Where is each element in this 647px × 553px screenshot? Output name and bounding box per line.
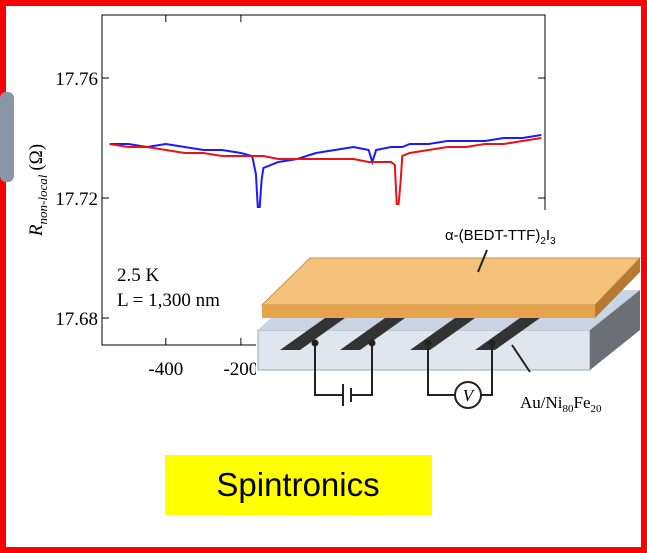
label-subscript: 3	[550, 236, 556, 247]
label-part: I	[546, 227, 550, 244]
label-subscript: 20	[591, 403, 603, 415]
edge-icon	[0, 92, 14, 182]
electrode	[280, 318, 345, 350]
data-line	[109, 134, 542, 208]
contact	[368, 339, 376, 347]
substrate-side	[590, 290, 640, 370]
y-label-subscript: non-local	[35, 174, 50, 224]
y-tick-label: 17.68	[55, 309, 98, 330]
y-label-unit: (Ω)	[26, 144, 47, 171]
electrode-label: Au/Ni80Fe20	[520, 393, 602, 415]
crystal-front	[262, 305, 595, 318]
y-axis-label: Rnon-local (Ω)	[26, 144, 50, 237]
badge-background	[165, 455, 432, 515]
label-part: Fe	[574, 393, 591, 412]
label-subscript: 80	[563, 403, 575, 415]
voltage-wire	[427, 343, 493, 396]
label-subscript: 2	[540, 236, 546, 247]
x-tick-label: -200	[223, 359, 258, 380]
pointer	[477, 249, 488, 273]
badge-text: Spintronics	[216, 466, 379, 503]
voltmeter	[454, 381, 482, 409]
crystal-top	[260, 257, 642, 306]
electrode	[340, 318, 405, 350]
contact	[424, 339, 432, 347]
annotation: 2.5 K	[117, 265, 160, 286]
y-tick-label: 17.72	[55, 189, 98, 210]
contact	[311, 339, 319, 347]
device-diagram: V α-(BEDT-TTF)2I3 Au/Ni80Fe20	[256, 210, 642, 425]
current-wire	[314, 343, 373, 396]
crystal-label: α-(BEDT-TTF)2I3	[445, 227, 556, 247]
label-part: Au/Ni	[520, 393, 563, 412]
annotation: L = 1,300 nm	[117, 290, 220, 311]
crystal-side	[595, 258, 640, 318]
y-label-symbol: R	[26, 224, 47, 237]
data-line	[109, 137, 542, 205]
contact	[488, 339, 496, 347]
x-tick-label: -400	[148, 359, 183, 380]
label-part: α-(BEDT-TTF)	[445, 227, 540, 244]
circuit	[314, 249, 531, 409]
y-tick-label: 17.76	[55, 69, 98, 90]
pointer	[511, 344, 531, 373]
voltmeter-label: V	[463, 386, 476, 405]
